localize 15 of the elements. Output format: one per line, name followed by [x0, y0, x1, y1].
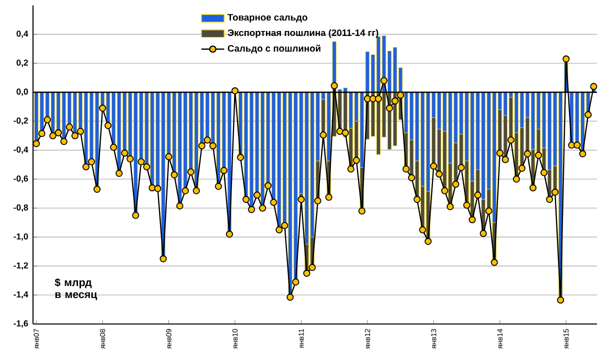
y-tick-label: -0,8 [14, 204, 28, 212]
y-axis-title: $ млрд в месяц [54, 278, 98, 300]
y-tick-label: 0,4 [16, 30, 28, 38]
legend-label: Сальдо с пошлиной [228, 44, 320, 54]
y-tick-label: -1,2 [14, 262, 28, 270]
y-tick-label: -1,4 [14, 291, 28, 299]
y-tick-label: -1,6 [14, 320, 28, 328]
y-tick-label: -0,4 [14, 146, 28, 154]
y-tick-label: -0,6 [14, 175, 28, 183]
y-tick-label: -0,2 [14, 118, 28, 125]
legend-label: Экспортная пошлина (2011-14 гг) [228, 29, 378, 38]
y-tick-label: 0,2 [16, 60, 28, 67]
legend-label: Товарное сальдо [228, 14, 308, 22]
y-tick-label: -1,0 [14, 233, 28, 241]
y-tick-label: 0,0 [16, 88, 28, 96]
